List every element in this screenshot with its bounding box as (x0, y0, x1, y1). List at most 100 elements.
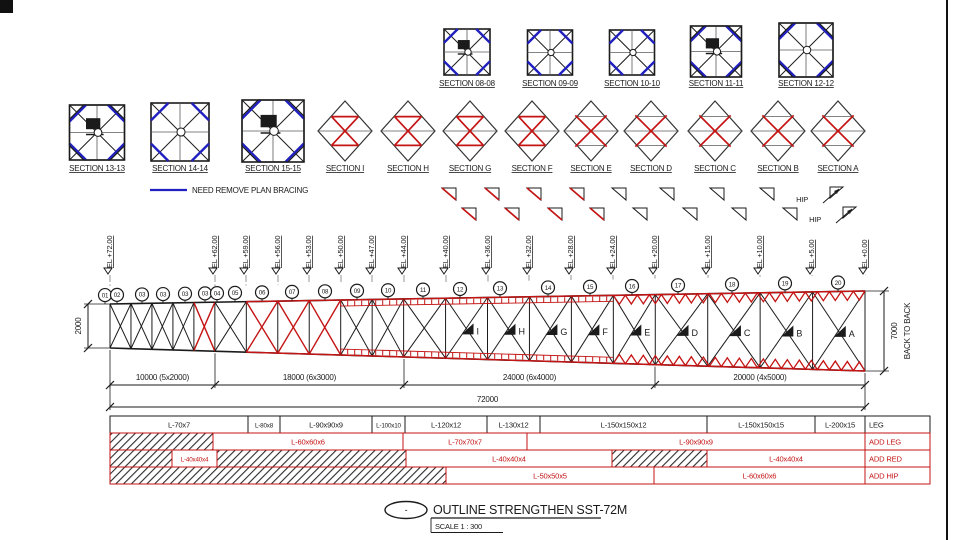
table-cell: L-70x7 (109, 415, 249, 434)
brace-diagonal (193, 301, 216, 351)
strengthen-brace (330, 116, 360, 146)
section-label: SECTION F (512, 164, 553, 173)
plan-bracing-mark (68, 104, 87, 123)
polygon (610, 187, 627, 202)
lower-flag (588, 207, 605, 222)
arrow-head (847, 209, 852, 214)
hip-label: HIP (809, 215, 821, 224)
plan-bracing-mark (284, 142, 305, 163)
panel-letter-label: B (796, 329, 802, 339)
red-hypotenuse (547, 207, 563, 221)
level-flag-icon (271, 267, 281, 275)
dim-label: 2000 (74, 317, 83, 335)
table-cell: L-200x15 (814, 415, 866, 434)
bubble-circle (134, 287, 150, 302)
section-symbol-section-13-13 (68, 104, 126, 161)
sheet-corner-mark (0, 0, 13, 13)
panel-point-07: 07 (284, 284, 300, 301)
plan-bracing-mark (815, 22, 834, 41)
bubble-circle (380, 283, 396, 298)
elevation-markers: EL +72.00 EL +62.00 EL +59.00 EL +56.00 EL +… (103, 236, 869, 288)
elevation-marker-el-28-00: EL +28.00 (564, 236, 575, 281)
level-flag-icon (522, 267, 532, 275)
panel-point-01: 01 (97, 287, 113, 305)
panel-point-number: 03 (202, 291, 209, 298)
strengthen-top-chord (246, 290, 866, 303)
dimension-lines: 10000 (5x2000) 18000 (6x3000) 24000 (6x400… (74, 286, 912, 412)
section-symbol-section-f (504, 100, 560, 162)
center-detail (269, 126, 279, 136)
table-cell: L-100x10 (371, 415, 406, 434)
elevation-label: EL +20.00 (650, 236, 659, 268)
polygon (758, 187, 775, 202)
letter-flag-icon (545, 323, 558, 335)
plan-bracing-mark (640, 29, 656, 45)
level-flag-icon (564, 267, 574, 275)
panel-point-17: 17 (670, 278, 686, 295)
table-cell: L-60x60x6 (212, 432, 404, 451)
antenna-mount-glyph (457, 40, 470, 50)
inner-octagon (689, 25, 743, 78)
polygon (708, 187, 725, 202)
panel-point-03: 03 (177, 286, 193, 303)
brace-diagonal (612, 295, 656, 365)
bubble-circle (415, 282, 431, 297)
edge-inner-line (340, 348, 614, 358)
cell-text: ADD RED (869, 454, 902, 463)
brace-diagonal (245, 300, 279, 353)
table-cell (611, 449, 708, 468)
panel-letter-label: H (518, 327, 524, 337)
polygon (658, 187, 675, 202)
letter-flag-icon (587, 324, 600, 336)
table-cell: L-40x40x4 (706, 449, 866, 468)
brace-diagonal (570, 295, 614, 363)
section-label: SECTION G (449, 164, 491, 173)
antenna-mount-glyph (86, 118, 101, 130)
bubble-circle (777, 276, 793, 291)
panel-point-03: 03 (134, 287, 150, 304)
level-flag-icon (481, 267, 491, 275)
dim-tick (399, 380, 409, 390)
section-symbol-section-i (317, 100, 373, 162)
section-symbol-section-12-12 (778, 22, 834, 78)
lower-flag (781, 207, 798, 222)
section-symbol-section-a (810, 100, 866, 162)
plan-bracing-mark (475, 60, 491, 76)
cell-text: L-150x150x15 (738, 420, 784, 429)
bubble-circle (177, 286, 193, 301)
arrow-head (834, 189, 839, 194)
strengthen-brace (455, 116, 485, 146)
section-label: SECTION H (387, 164, 429, 173)
plan-bracing-mark (150, 102, 170, 122)
brace-diagonal (654, 293, 709, 365)
elevation-marker-el-47-00: EL +47.00 (365, 236, 376, 284)
dim-tick (860, 402, 870, 412)
upper-flag (568, 187, 585, 202)
panel-point-number: 20 (835, 280, 842, 287)
plan-bracing-mark (725, 60, 743, 78)
cell-text: L-90x90x9 (679, 437, 713, 446)
elevation-label: EL +44.00 (399, 236, 408, 268)
panel-point-18: 18 (724, 277, 740, 294)
plan-bracing-mark (241, 142, 262, 163)
plan-bracing-mark (558, 29, 574, 45)
upper-flag (658, 187, 675, 202)
panel-point-04: 04 (209, 286, 225, 303)
strengthen-brace (517, 116, 547, 146)
dim-label: 10000 (5x2000) (136, 373, 190, 382)
panel-point-03: 03 (155, 286, 171, 304)
panel-point-number: 17 (675, 283, 682, 290)
antenna-mount-glyph (705, 38, 720, 49)
panel-point-number: 13 (497, 286, 504, 293)
legend-label: NEED REMOVE PLAN BRACING (192, 186, 308, 195)
brace-diagonal (130, 303, 153, 349)
panel-letter-f: F (587, 324, 609, 337)
plan-bracing-mark (778, 59, 797, 78)
brace-diagonal (487, 296, 530, 360)
brace-diagonal (759, 292, 813, 370)
panel-point-number: 06 (259, 290, 266, 297)
bubble-circle (452, 281, 468, 297)
detail-bubble (384, 500, 428, 520)
